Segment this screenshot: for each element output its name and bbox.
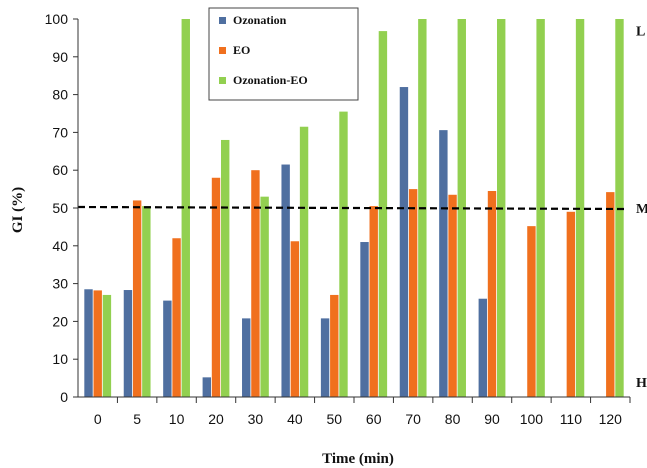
y-tick-label: 40: [52, 238, 68, 254]
bar-eo-50: [330, 294, 339, 397]
bar-eo-0: [93, 290, 102, 397]
bar-eo-60: [369, 206, 378, 397]
bar-ozonation-eo-30: [260, 196, 269, 397]
y-tick-label: 70: [52, 124, 68, 140]
bar-eo-5: [132, 200, 142, 397]
x-tick-label: 70: [405, 411, 421, 427]
x-tick-label: 100: [520, 411, 544, 427]
y-tick-label: 60: [52, 162, 68, 178]
bar-ozonation-eo-80: [457, 19, 466, 397]
x-tick-label: 50: [326, 411, 342, 427]
bar-eo-70: [408, 189, 418, 397]
y-tick-label: 90: [52, 49, 68, 65]
x-tick-label: 30: [248, 411, 264, 427]
bar-ozonation-0: [84, 289, 93, 397]
x-axis-title: Time (min): [322, 451, 394, 467]
y-tick-label: 20: [52, 313, 68, 329]
legend-swatch-eo: [219, 47, 226, 54]
x-tick-label: 20: [208, 411, 224, 427]
zone-label-h: H: [636, 376, 647, 391]
x-tick-label: 40: [287, 411, 303, 427]
x-tick-label: 80: [445, 411, 461, 427]
bar-eo-20: [211, 177, 221, 397]
x-tick-label: 60: [366, 411, 382, 427]
x-tick-label: 0: [94, 411, 102, 427]
legend-label-ozonation: Ozonation: [233, 13, 287, 27]
threshold-line-50: [77, 205, 627, 211]
x-tick-label: 110: [560, 411, 583, 427]
axes: [73, 18, 631, 403]
zone-label-l: L: [636, 24, 645, 39]
x-tick-label: 120: [599, 411, 623, 427]
bar-eo-100: [527, 226, 536, 397]
bar-ozonation-10: [163, 300, 172, 397]
bar-ozonation-80: [439, 130, 448, 397]
y-tick-label: 10: [52, 351, 68, 367]
bar-eo-110: [566, 211, 576, 397]
bar-ozonation-eo-20: [221, 139, 230, 397]
legend-box: [208, 7, 359, 101]
bar-ozonation-30: [242, 318, 251, 397]
y-axis-title: GI (%): [10, 187, 26, 233]
x-tick-label: 90: [484, 411, 500, 427]
y-tick-label: 50: [52, 200, 68, 216]
legend-label-ozonation-eo: Ozonation-EO: [233, 73, 308, 87]
bar-ozonation-20: [202, 377, 211, 397]
legend: Ozonation EO Ozonation-EO: [208, 7, 359, 101]
bar-ozonation-eo-60: [378, 31, 388, 397]
bar-ozonation-50: [320, 318, 330, 397]
bar-ozonation-60: [360, 242, 369, 397]
bar-eo-30: [251, 170, 260, 397]
y-tick-label: 30: [52, 276, 68, 292]
x-tick-label: 10: [169, 411, 185, 427]
bar-eo-120: [606, 192, 615, 397]
y-tick-label: 80: [52, 87, 68, 103]
bar-eo-90: [487, 190, 497, 397]
legend-swatch-ozonation: [219, 17, 226, 24]
bar-ozonation-eo-10: [181, 19, 190, 397]
bar-ozonation-5: [123, 290, 133, 397]
bar-ozonation-eo-0: [102, 294, 112, 397]
legend-label-eo: EO: [233, 43, 250, 57]
bar-eo-40: [290, 241, 300, 397]
y-tick-labels: 0 10 20 30 40 50 60 70 80 90 100: [45, 11, 69, 405]
bar-ozonation-eo-50: [339, 111, 348, 398]
y-tick-label: 0: [60, 389, 68, 405]
x-tick-label: 5: [133, 411, 141, 427]
bar-ozonation-90: [478, 298, 487, 397]
bar-ozonation-70: [399, 87, 409, 397]
zone-label-m: M: [636, 202, 647, 217]
x-tick-labels: 0 5 10 20 30 40 50 60 70 80 90 100 110 120: [94, 411, 622, 427]
bar-ozonation-40: [281, 164, 290, 397]
bar-ozonation-eo-5: [142, 206, 151, 397]
bar-ozonation-eo-40: [299, 126, 309, 397]
bar-eo-80: [448, 194, 457, 397]
zone-labels: L M H: [636, 24, 647, 391]
y-tick-label: 100: [45, 11, 69, 27]
bar-ozonation-eo-110: [575, 19, 585, 397]
bar-eo-10: [172, 238, 181, 397]
legend-swatch-ozonation-eo: [219, 77, 226, 84]
